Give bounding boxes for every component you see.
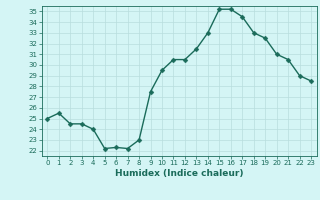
X-axis label: Humidex (Indice chaleur): Humidex (Indice chaleur) [115,169,244,178]
